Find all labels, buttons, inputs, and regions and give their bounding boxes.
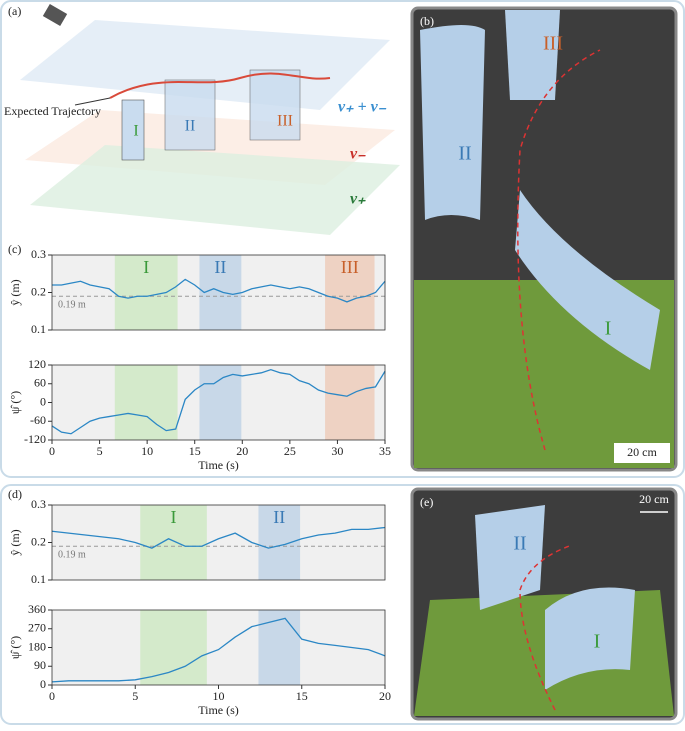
plot-background [52, 610, 385, 685]
scale-label: 20 cm [639, 492, 669, 506]
field-label: v₊ + v₋ [338, 99, 387, 116]
obstacle-label: II [513, 533, 526, 555]
region-label: III [341, 257, 359, 277]
series-line [51, 369, 386, 435]
y-axis-label: ψ̂ (°) [8, 636, 22, 659]
region-label: I [143, 257, 149, 277]
region [325, 365, 375, 440]
y-tick-label: 0.1 [31, 572, 46, 586]
x-axis-label: Time (s) [198, 703, 239, 717]
region [258, 505, 301, 580]
illustration [20, 3, 400, 235]
panel-label: (e) [420, 495, 433, 509]
y-tick-label: -60 [30, 413, 46, 427]
y-tick-label: 0.3 [31, 497, 46, 511]
obstacle-label: III [277, 113, 293, 130]
panel-label: (d) [8, 487, 22, 501]
y-tick-label: 270 [28, 621, 46, 635]
y-axis-label: ψ̂ (°) [8, 391, 22, 414]
y-tick-label: 60 [34, 376, 46, 390]
obstacle-label: II [185, 118, 196, 135]
top-frame [0, 0, 685, 478]
region [140, 505, 207, 580]
y-tick-label: 90 [34, 658, 46, 672]
y-tick-label: -120 [24, 432, 46, 446]
y-tick-label: 0 [40, 677, 46, 691]
reference-label: 0.19 m [58, 300, 86, 311]
y-tick-label: 120 [28, 357, 46, 371]
field-label: v₊ [350, 191, 366, 208]
x-tick-label: 35 [379, 444, 391, 458]
obstacle-label: I [605, 318, 612, 340]
y-tick-label: 180 [28, 639, 46, 653]
obstacle-label: I [594, 631, 601, 653]
region-label: II [273, 507, 285, 527]
panel-label: (a) [8, 4, 21, 18]
y-axis-label: ŷ (m) [8, 529, 22, 555]
photo [410, 6, 678, 472]
obstacle-label: I [133, 123, 138, 140]
y-tick-label: 0.2 [31, 534, 46, 548]
y-tick-label: 0.2 [31, 284, 46, 298]
obstacle-label: II [458, 143, 471, 165]
x-tick-label: 0 [49, 689, 55, 703]
series-line [51, 526, 386, 549]
x-tick-label: 30 [331, 444, 343, 458]
y-axis-label: ŷ (m) [8, 279, 22, 305]
x-tick-label: 0 [49, 444, 55, 458]
trajectory-label: Expected Trajectory [4, 104, 101, 118]
region [199, 255, 242, 330]
x-tick-label: 15 [189, 444, 201, 458]
y-tick-label: 360 [28, 602, 46, 616]
x-tick-label: 15 [296, 689, 308, 703]
x-tick-label: 25 [284, 444, 296, 458]
obstacle-label: III [543, 33, 563, 55]
plot-background [52, 505, 385, 580]
x-tick-label: 10 [213, 689, 225, 703]
region [258, 610, 301, 685]
region [114, 365, 178, 440]
bottom-frame [0, 484, 685, 725]
scale-label: 20 cm [627, 445, 657, 459]
x-tick-label: 5 [132, 689, 138, 703]
x-tick-label: 20 [236, 444, 248, 458]
series-line [51, 617, 386, 683]
panel-label: (c) [8, 242, 21, 256]
x-tick-label: 5 [97, 444, 103, 458]
field-label: v₋ [350, 146, 366, 163]
panel-label: (b) [420, 14, 434, 28]
x-tick-label: 20 [379, 689, 391, 703]
scale-box [614, 443, 670, 463]
y-tick-label: 0.3 [31, 247, 46, 261]
region-label: I [171, 507, 177, 527]
reference-label: 0.19 m [58, 550, 86, 561]
x-tick-label: 10 [141, 444, 153, 458]
y-tick-label: 0.1 [31, 322, 46, 336]
x-axis-label: Time (s) [198, 458, 239, 472]
series-line [52, 278, 386, 303]
region-label: II [214, 257, 226, 277]
region [325, 255, 375, 330]
photo [410, 487, 678, 721]
region [140, 610, 207, 685]
y-tick-label: 0 [40, 394, 46, 408]
region [199, 365, 242, 440]
